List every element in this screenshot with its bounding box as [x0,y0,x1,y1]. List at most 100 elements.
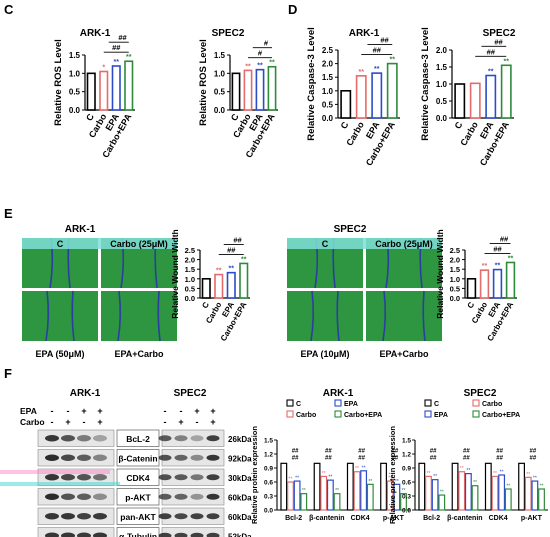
bar-epa [371,72,383,119]
group-title: ARK-1 [65,224,96,235]
legend-swatch [286,399,294,407]
significance-star: ** [440,490,444,496]
legend-label: Carbo+EPA [482,412,520,419]
chart-title: SPEC2 [212,28,245,39]
y-tick-label: 2.5 [450,246,460,255]
bar-carbo [214,273,224,299]
y-axis-label: Relative Caspase-3 Level [420,27,431,141]
chart-title: SPEC2 [464,388,497,399]
wound-edge [336,290,340,342]
bar-epa [111,65,121,111]
significance-star: ** [540,484,544,490]
significance-star: ** [508,255,514,262]
bar-carbo-epa [438,494,446,511]
wound-edge [422,290,426,342]
significance-star: ** [359,69,365,76]
kda-label: 30kDa [228,474,252,483]
category-label: C [453,120,465,131]
y-tick-label: 0.5 [214,88,226,97]
sig-mark: ## [487,47,496,56]
blot-band [61,474,75,481]
legend-label: Carbo+EPA [344,412,382,419]
legend-label: EPA [344,401,358,408]
bar-c [518,462,525,511]
y-axis-label: Relative ROS Level [198,39,209,126]
y-tick-label: 2.0 [450,256,460,265]
category-label: CDK4 [489,515,508,522]
wound-edge [157,290,161,342]
wound-edge [310,290,315,342]
y-tick-label: 0.0 [450,294,460,303]
significance-star: ** [126,54,132,61]
significance-star: ** [374,66,380,73]
significance-star: ** [402,488,406,494]
y-tick-label: 0.5 [450,284,460,293]
sig-mark: ## [373,46,382,55]
bar-carbo-epa [239,262,249,299]
significance-star: ** [460,466,464,472]
bar-c [346,462,354,511]
bar-chart: 0.0 0.5 1.0 1.5 2.0 Relative Caspase-3 Level C… [420,27,514,168]
y-tick-label: 1.5 [264,438,273,445]
y-tick-label: 0.6 [264,480,273,487]
y-tick-label: 0.0 [264,508,273,515]
sig-mark: ## [463,448,470,454]
blot-band [45,474,59,481]
bar-carbo-epa [300,493,308,511]
sig-mark: ## [358,455,365,461]
bar-epa [293,480,301,511]
chart-title: ARK-1 [349,28,380,39]
blot-strip [37,507,115,525]
artifact-strip [0,470,110,474]
artifact-strip [0,482,120,486]
significance-star: ** [506,484,510,490]
blot-strip [37,449,115,467]
blot-band [174,532,188,537]
label-strip [22,238,177,249]
y-tick-label: 2.5 [185,246,195,255]
legend-swatch [472,410,480,418]
y-tick-label: 0.5 [69,88,81,97]
bar-epa [531,480,539,511]
significance-star: ** [295,476,299,482]
blot-band [190,493,204,500]
kda-label: 26kDa [228,435,252,444]
y-tick-label: 0.0 [322,114,334,123]
y-tick-label: 0.9 [402,466,411,473]
bar-carbo [469,82,481,119]
blot-band [206,474,220,481]
y-tick-label: 1.0 [436,80,448,89]
panel-letter-c: C [4,2,14,17]
blot-band [158,454,172,461]
y-axis-label: Relative Wound Width [435,229,445,319]
wound-edge [382,290,387,342]
wound-image-shade [287,291,363,341]
significance-star: ** [241,256,247,263]
bar-carbo-epa [471,485,479,511]
bar-carbo [479,269,490,299]
category-label: C [466,300,477,310]
bar-carbo [458,471,466,511]
chart-title: ARK-1 [80,28,111,39]
bar-c [484,462,492,511]
image-label: C [322,239,329,249]
category-label: Bcl-2 [423,515,440,522]
bar-c [340,90,352,119]
y-tick-label: 1.0 [69,69,81,78]
y-tick-label: 1.5 [402,438,411,445]
bar-c [418,462,426,511]
blot-band [61,493,75,500]
y-tick-label: 1.0 [450,275,460,284]
blot-band [93,474,107,481]
bar-carbo [243,69,253,111]
blot-band [190,435,204,442]
y-tick-label: 0.5 [436,97,448,106]
blot-band [206,454,220,461]
legend-label: Carbo [482,401,502,408]
blot-band [45,454,59,461]
significance-star: ** [488,69,494,76]
bar-c [380,462,387,511]
significance-star: ** [495,263,501,270]
blot-band [61,513,75,520]
category-label: β-cantenin [447,515,482,522]
